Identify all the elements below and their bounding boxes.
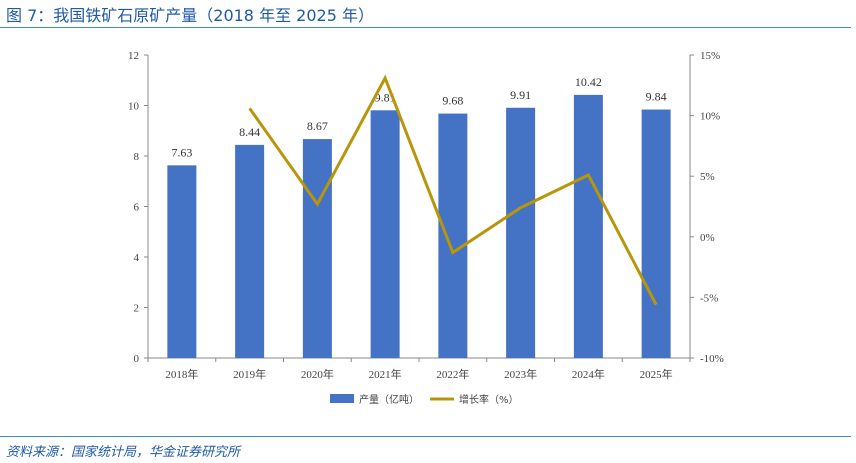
left-tick-label: 10	[128, 101, 140, 113]
legend-line-label: 增长率（%）	[459, 393, 519, 406]
bar	[438, 113, 468, 358]
title-divider	[0, 27, 851, 28]
bar	[235, 144, 265, 358]
bar-data-label: 7.63	[171, 145, 192, 159]
right-tick-label: 0%	[700, 232, 715, 244]
chart-legend: 产量（亿吨） 增长率（%）	[330, 393, 519, 406]
x-tick-label: 2021年	[369, 367, 402, 381]
bar	[370, 110, 400, 358]
bar	[167, 165, 197, 358]
x-tick-label: 2023年	[504, 367, 537, 381]
bar	[506, 107, 536, 359]
left-tick-label: 8	[134, 151, 140, 163]
x-tick-label: 2019年	[233, 367, 266, 381]
left-tick-label: 12	[128, 50, 139, 62]
right-tick-label: 15%	[700, 50, 720, 62]
figure-title: 图 7：我国铁矿石原矿产量（2018 年至 2025 年）	[6, 6, 374, 25]
line-series	[248, 74, 658, 306]
x-tick-label: 2020年	[301, 367, 334, 381]
bar	[641, 109, 671, 358]
bar-series	[167, 94, 671, 359]
bar-data-label: 8.44	[239, 125, 260, 139]
legend-bar-swatch	[330, 394, 354, 403]
chart-axes: 0 2 4 6 8 10 12 -10% -5% 0% 5% 10% 15% 2018年 2019年 2020…	[128, 50, 724, 381]
bar-data-label: 9.91	[510, 88, 531, 102]
right-tick-label: -5%	[700, 292, 718, 304]
left-tick-label: 6	[134, 202, 140, 214]
left-tick-label: 2	[134, 303, 140, 315]
source-divider	[0, 436, 851, 437]
x-tick-label: 2022年	[436, 367, 469, 381]
bar-data-label: 10.42	[575, 75, 602, 89]
right-tick-label: -10%	[700, 353, 724, 365]
right-tick-label: 10%	[700, 111, 720, 123]
source-note: 资料来源：国家统计局，华金证券研究所	[6, 445, 241, 460]
x-tick-label: 2025年	[640, 367, 673, 381]
left-tick-label: 0	[134, 353, 140, 365]
bar	[573, 94, 603, 359]
right-tick-label: 5%	[700, 171, 715, 183]
x-tick-label: 2024年	[572, 367, 605, 381]
legend-bar-label: 产量（亿吨）	[359, 393, 419, 406]
left-tick-label: 4	[134, 252, 140, 264]
bar-data-label: 9.84	[646, 90, 667, 104]
bar-data-label: 8.67	[307, 119, 328, 133]
bar-data-label: 9.68	[442, 94, 463, 108]
bar	[302, 139, 332, 358]
x-tick-label: 2018年	[165, 367, 198, 381]
